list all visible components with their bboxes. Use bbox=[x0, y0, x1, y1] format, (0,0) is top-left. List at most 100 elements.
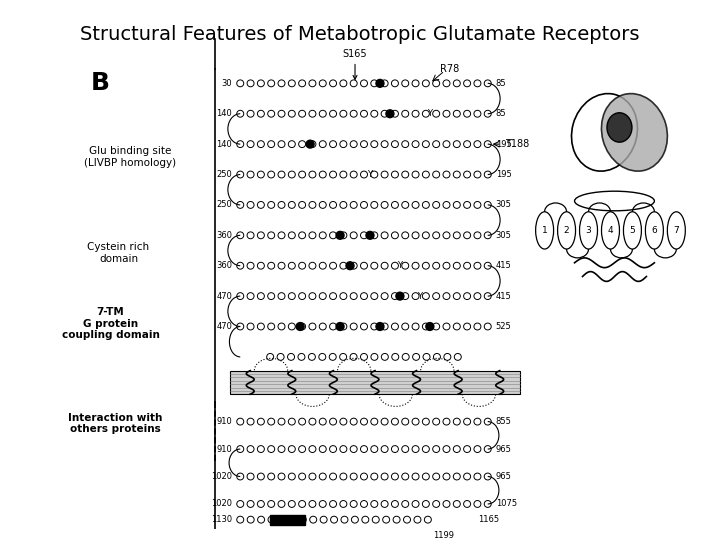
Circle shape bbox=[454, 201, 460, 208]
Circle shape bbox=[257, 293, 264, 300]
Circle shape bbox=[299, 232, 305, 239]
Text: 2: 2 bbox=[564, 226, 570, 235]
Circle shape bbox=[423, 446, 429, 453]
Circle shape bbox=[341, 516, 348, 523]
Circle shape bbox=[340, 418, 347, 425]
Circle shape bbox=[474, 293, 481, 300]
Circle shape bbox=[485, 80, 491, 87]
Circle shape bbox=[392, 473, 398, 480]
Circle shape bbox=[257, 446, 264, 453]
Circle shape bbox=[268, 110, 274, 117]
Circle shape bbox=[278, 232, 285, 239]
Circle shape bbox=[485, 262, 491, 269]
Circle shape bbox=[464, 418, 471, 425]
Circle shape bbox=[340, 232, 347, 239]
Circle shape bbox=[319, 323, 326, 330]
Circle shape bbox=[299, 141, 305, 147]
Ellipse shape bbox=[645, 212, 663, 249]
Circle shape bbox=[423, 201, 429, 208]
Circle shape bbox=[413, 354, 420, 360]
Circle shape bbox=[277, 354, 284, 360]
Circle shape bbox=[464, 473, 471, 480]
Circle shape bbox=[350, 171, 357, 178]
Circle shape bbox=[319, 232, 326, 239]
Circle shape bbox=[309, 293, 316, 300]
Circle shape bbox=[350, 262, 357, 269]
Circle shape bbox=[392, 262, 398, 269]
Circle shape bbox=[288, 110, 295, 117]
Circle shape bbox=[454, 141, 460, 147]
Circle shape bbox=[340, 262, 347, 269]
Circle shape bbox=[350, 110, 357, 117]
Circle shape bbox=[402, 418, 409, 425]
Circle shape bbox=[376, 322, 384, 330]
Circle shape bbox=[474, 262, 481, 269]
Circle shape bbox=[474, 473, 481, 480]
Circle shape bbox=[402, 232, 409, 239]
Circle shape bbox=[361, 171, 367, 178]
Circle shape bbox=[278, 141, 285, 147]
Circle shape bbox=[278, 323, 285, 330]
Circle shape bbox=[361, 418, 367, 425]
Circle shape bbox=[237, 232, 244, 239]
Text: 305: 305 bbox=[495, 231, 512, 240]
Text: 4: 4 bbox=[608, 226, 613, 235]
Circle shape bbox=[454, 80, 460, 87]
Circle shape bbox=[247, 516, 254, 523]
Circle shape bbox=[278, 418, 285, 425]
Circle shape bbox=[485, 446, 491, 453]
Text: 250: 250 bbox=[217, 170, 233, 179]
Circle shape bbox=[392, 171, 398, 178]
Circle shape bbox=[423, 141, 429, 147]
Circle shape bbox=[278, 262, 285, 269]
Text: 1199: 1199 bbox=[433, 531, 454, 540]
Circle shape bbox=[371, 354, 378, 360]
Circle shape bbox=[361, 354, 367, 360]
Text: Interaction with
others proteins: Interaction with others proteins bbox=[68, 413, 163, 434]
Circle shape bbox=[247, 446, 254, 453]
Circle shape bbox=[381, 473, 388, 480]
Circle shape bbox=[247, 293, 254, 300]
Circle shape bbox=[474, 141, 481, 147]
Circle shape bbox=[257, 232, 264, 239]
Ellipse shape bbox=[572, 93, 637, 171]
Circle shape bbox=[464, 262, 471, 269]
Circle shape bbox=[350, 446, 357, 453]
Circle shape bbox=[258, 516, 264, 523]
Circle shape bbox=[237, 201, 244, 208]
Circle shape bbox=[371, 171, 378, 178]
Text: 85: 85 bbox=[495, 109, 506, 118]
Circle shape bbox=[319, 446, 326, 453]
Circle shape bbox=[309, 141, 316, 147]
Circle shape bbox=[299, 171, 305, 178]
Circle shape bbox=[412, 110, 419, 117]
Circle shape bbox=[350, 418, 357, 425]
Circle shape bbox=[454, 171, 460, 178]
Circle shape bbox=[350, 201, 357, 208]
Ellipse shape bbox=[601, 93, 667, 171]
Circle shape bbox=[402, 171, 409, 178]
Circle shape bbox=[412, 171, 419, 178]
Circle shape bbox=[319, 501, 326, 508]
Text: 140: 140 bbox=[217, 140, 233, 149]
Circle shape bbox=[433, 262, 440, 269]
Circle shape bbox=[464, 171, 471, 178]
Circle shape bbox=[237, 171, 244, 178]
Circle shape bbox=[396, 292, 404, 300]
Circle shape bbox=[412, 323, 419, 330]
Circle shape bbox=[423, 418, 429, 425]
Circle shape bbox=[392, 80, 398, 87]
Text: 85: 85 bbox=[495, 79, 506, 88]
Circle shape bbox=[361, 323, 367, 330]
Circle shape bbox=[464, 293, 471, 300]
Circle shape bbox=[268, 473, 274, 480]
Circle shape bbox=[433, 354, 441, 360]
Circle shape bbox=[319, 141, 326, 147]
Circle shape bbox=[381, 110, 388, 117]
Circle shape bbox=[309, 80, 316, 87]
Circle shape bbox=[433, 323, 440, 330]
Circle shape bbox=[474, 232, 481, 239]
Circle shape bbox=[485, 501, 491, 508]
Circle shape bbox=[257, 201, 264, 208]
Circle shape bbox=[392, 323, 398, 330]
